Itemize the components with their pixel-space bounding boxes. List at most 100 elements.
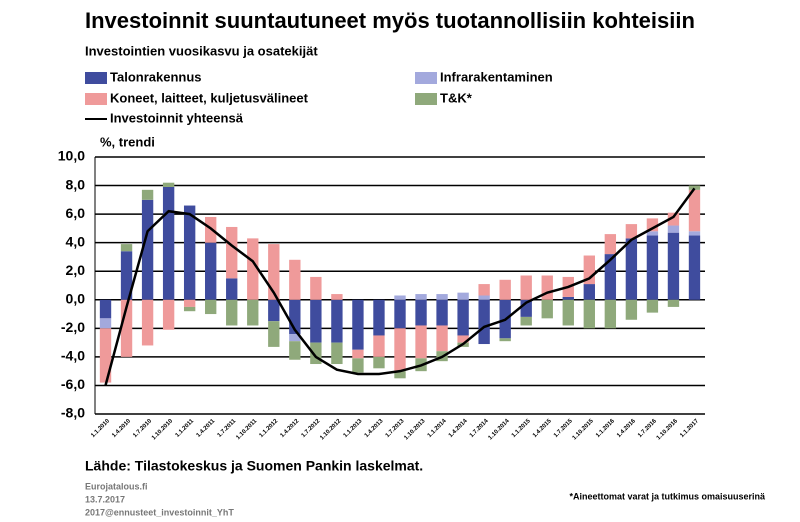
- bar: [120, 299, 133, 357]
- x-tick-label: 1.7.2010: [132, 418, 153, 439]
- source: Lähde: Tilastokeskus ja Suomen Pankin la…: [85, 458, 423, 474]
- bar: [99, 318, 112, 329]
- bar: [646, 299, 659, 313]
- x-tick-label: 1.1.2011: [175, 418, 196, 439]
- bar: [289, 341, 301, 360]
- chart-title: Investoinnit suuntautuneet myös tuotanno…: [85, 8, 695, 33]
- x-tick-label: 1.7.2011: [217, 418, 238, 439]
- y-tick-label: 2,0: [66, 262, 86, 278]
- x-tick-label: 1.10.2016: [656, 418, 680, 442]
- bar: [141, 189, 154, 200]
- bar: [457, 292, 469, 300]
- bar: [394, 328, 406, 372]
- bar: [646, 235, 659, 300]
- footer: 13.7.2017: [85, 494, 125, 504]
- bar: [99, 299, 112, 319]
- bar: [667, 212, 680, 226]
- y-tick-label: 8,0: [66, 176, 86, 192]
- y-tick-label: 6,0: [66, 205, 86, 221]
- legend-swatch: [415, 72, 437, 84]
- bar: [310, 299, 322, 343]
- bar: [436, 294, 448, 300]
- x-tick-label: 1.7.2016: [637, 418, 658, 439]
- bar: [373, 299, 385, 336]
- x-tick-label: 1.1.2015: [511, 418, 532, 439]
- total-line: [104, 187, 696, 386]
- footer: Eurojatalous.fi: [85, 481, 148, 491]
- bar: [162, 182, 175, 187]
- bar: [415, 299, 427, 326]
- bar: [415, 325, 427, 359]
- bar: [478, 295, 490, 300]
- bar: [141, 299, 154, 346]
- bar: [352, 299, 364, 350]
- x-tick-label: 1.10.2014: [488, 418, 512, 442]
- y-tick-label: -8,0: [61, 405, 85, 421]
- legend-label: T&K*: [440, 90, 473, 105]
- bar: [247, 299, 259, 326]
- bar: [457, 299, 469, 336]
- bar: [394, 295, 406, 300]
- x-tick-label: 1.10.2015: [572, 418, 596, 442]
- x-tick-label: 1.1.2010: [90, 418, 111, 439]
- legend-label: Koneet, laitteet, kuljetusvälineet: [110, 90, 309, 105]
- bar: [688, 231, 701, 236]
- x-tick-label: 1.1.2012: [259, 418, 280, 439]
- legend-label: Talonrakennus: [110, 69, 202, 84]
- y-axis-label: %, trendi: [100, 134, 155, 149]
- bar: [646, 231, 659, 236]
- bar: [120, 244, 133, 252]
- bar: [183, 205, 196, 300]
- x-tick-label: 1.1.2013: [343, 418, 364, 439]
- x-tick-label: 1.10.2012: [319, 418, 343, 442]
- bar: [205, 242, 217, 300]
- legend-label: Infrarakentaminen: [440, 69, 553, 84]
- bar: [183, 299, 196, 307]
- bar: [520, 275, 532, 300]
- footnote: *Aineettomat varat ja tutkimus omaisuuse…: [569, 491, 766, 501]
- bar: [457, 335, 469, 343]
- bar: [352, 358, 364, 373]
- x-tick-label: 1.1.2014: [427, 418, 448, 439]
- bar: [162, 299, 175, 330]
- bar: [226, 278, 238, 300]
- bar: [162, 186, 175, 300]
- bar: [310, 276, 322, 300]
- bar: [120, 251, 133, 300]
- x-tick-label: 1.4.2011: [196, 418, 217, 439]
- x-tick-label: 1.10.2013: [403, 418, 427, 442]
- legend-swatch: [415, 93, 437, 105]
- bar: [331, 342, 343, 365]
- bar: [352, 349, 364, 359]
- bar: [478, 299, 490, 345]
- bar: [541, 275, 553, 300]
- bar: [226, 226, 238, 279]
- bar: [478, 284, 490, 296]
- bar: [310, 342, 322, 365]
- bar: [541, 299, 553, 319]
- bar: [562, 299, 574, 326]
- x-tick-label: 1.7.2015: [553, 418, 574, 439]
- bar: [183, 306, 196, 312]
- bar: [289, 334, 301, 342]
- x-tick-label: 1.4.2014: [448, 418, 469, 439]
- bar: [331, 299, 343, 343]
- bar: [625, 299, 638, 320]
- legend-swatch: [85, 93, 107, 105]
- x-tick-label: 1.10.2010: [151, 418, 175, 442]
- x-tick-label: 1.4.2012: [280, 418, 301, 439]
- bar: [625, 238, 638, 300]
- y-tick-label: -2,0: [61, 319, 85, 335]
- bar: [268, 321, 280, 347]
- bar: [604, 234, 617, 255]
- bar: [667, 232, 680, 300]
- y-tick-label: 0,0: [66, 290, 86, 306]
- bar: [373, 335, 385, 357]
- legend-swatch: [85, 72, 107, 84]
- bar: [415, 294, 427, 300]
- bar: [331, 294, 343, 300]
- bar: [394, 371, 406, 379]
- bar: [289, 259, 301, 300]
- bar: [499, 338, 511, 342]
- footer: 2017@ennusteet_investoinnit_YhT: [85, 507, 234, 517]
